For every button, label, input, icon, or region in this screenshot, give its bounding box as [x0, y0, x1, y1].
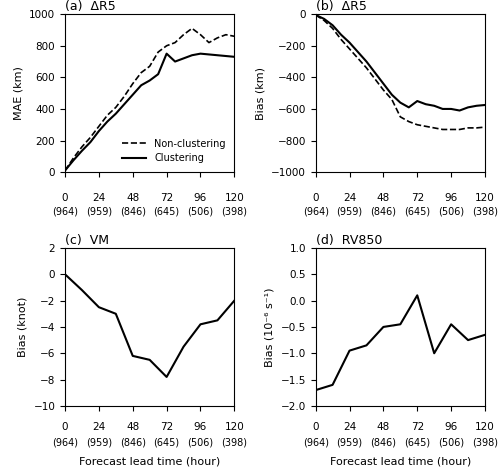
Text: (964): (964) — [52, 438, 78, 447]
Text: 72: 72 — [160, 421, 173, 432]
Text: 48: 48 — [126, 421, 140, 432]
Text: (506): (506) — [188, 207, 214, 217]
Text: 48: 48 — [377, 193, 390, 202]
Text: (846): (846) — [120, 207, 146, 217]
Text: (506): (506) — [438, 207, 464, 217]
Y-axis label: Bias (km): Bias (km) — [256, 67, 266, 119]
Text: 96: 96 — [444, 421, 458, 432]
Text: 24: 24 — [343, 193, 356, 202]
Text: (959): (959) — [336, 207, 362, 217]
Text: (398): (398) — [222, 207, 248, 217]
Text: (964): (964) — [302, 438, 328, 447]
Text: (645): (645) — [154, 438, 180, 447]
Text: (846): (846) — [370, 207, 396, 217]
Text: (506): (506) — [438, 438, 464, 447]
Text: 48: 48 — [377, 421, 390, 432]
Text: (645): (645) — [404, 438, 430, 447]
Text: (d)  RV850: (d) RV850 — [316, 234, 382, 247]
Text: 96: 96 — [194, 421, 207, 432]
Text: 120: 120 — [475, 421, 495, 432]
Text: 120: 120 — [475, 193, 495, 202]
Text: (959): (959) — [336, 438, 362, 447]
Text: (398): (398) — [222, 438, 248, 447]
Text: 0: 0 — [62, 193, 68, 202]
Y-axis label: Bias (knot): Bias (knot) — [18, 297, 28, 357]
Text: (398): (398) — [472, 438, 498, 447]
Text: (846): (846) — [120, 438, 146, 447]
Text: (964): (964) — [52, 207, 78, 217]
Text: 0: 0 — [312, 193, 319, 202]
Text: Forecast lead time (hour): Forecast lead time (hour) — [330, 456, 471, 466]
Y-axis label: Bias (10⁻⁶ s⁻¹): Bias (10⁻⁶ s⁻¹) — [265, 287, 275, 367]
Text: (959): (959) — [86, 438, 112, 447]
Y-axis label: MAE (km): MAE (km) — [14, 66, 24, 120]
Text: (398): (398) — [472, 207, 498, 217]
Text: Forecast lead time (hour): Forecast lead time (hour) — [79, 456, 221, 466]
Text: 24: 24 — [92, 193, 106, 202]
Text: 120: 120 — [224, 193, 244, 202]
Text: (c)  VM: (c) VM — [65, 234, 109, 247]
Text: 24: 24 — [343, 421, 356, 432]
Text: (645): (645) — [154, 207, 180, 217]
Text: 72: 72 — [410, 421, 424, 432]
Text: 120: 120 — [224, 421, 244, 432]
Text: 48: 48 — [126, 193, 140, 202]
Text: 72: 72 — [410, 193, 424, 202]
Text: (506): (506) — [188, 438, 214, 447]
Text: 0: 0 — [312, 421, 319, 432]
Text: 72: 72 — [160, 193, 173, 202]
Text: 0: 0 — [62, 421, 68, 432]
Text: 96: 96 — [194, 193, 207, 202]
Legend: Non-clustering, Clustering: Non-clustering, Clustering — [118, 135, 230, 167]
Text: (645): (645) — [404, 207, 430, 217]
Text: 96: 96 — [444, 193, 458, 202]
Text: (964): (964) — [302, 207, 328, 217]
Text: 24: 24 — [92, 421, 106, 432]
Text: (846): (846) — [370, 438, 396, 447]
Text: (959): (959) — [86, 207, 112, 217]
Text: (a)  ΔR5: (a) ΔR5 — [65, 0, 116, 13]
Text: (b)  ΔR5: (b) ΔR5 — [316, 0, 366, 13]
